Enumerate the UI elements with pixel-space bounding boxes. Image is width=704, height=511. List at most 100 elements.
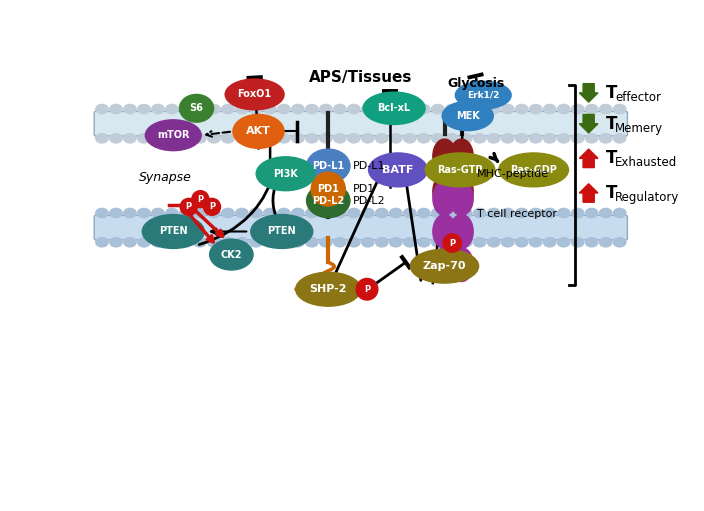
Text: PD-L1: PD-L1 (353, 161, 386, 171)
Ellipse shape (501, 134, 514, 143)
Text: Zap-70: Zap-70 (422, 261, 466, 271)
Text: P: P (449, 239, 455, 247)
Text: T: T (605, 149, 617, 167)
Text: S6: S6 (189, 103, 203, 113)
Ellipse shape (460, 134, 472, 143)
Ellipse shape (572, 134, 584, 143)
Ellipse shape (474, 104, 486, 113)
Ellipse shape (348, 134, 360, 143)
Ellipse shape (250, 238, 262, 247)
Ellipse shape (446, 134, 458, 143)
Ellipse shape (334, 104, 346, 113)
Ellipse shape (142, 215, 204, 248)
Ellipse shape (152, 238, 164, 247)
Polygon shape (579, 114, 598, 133)
Ellipse shape (488, 134, 500, 143)
Ellipse shape (124, 134, 136, 143)
Ellipse shape (543, 104, 556, 113)
Ellipse shape (225, 79, 284, 110)
Ellipse shape (572, 238, 584, 247)
Ellipse shape (432, 104, 444, 113)
Ellipse shape (529, 104, 542, 113)
Ellipse shape (450, 215, 473, 248)
Text: T: T (605, 84, 617, 102)
Text: T: T (605, 114, 617, 133)
Ellipse shape (586, 134, 598, 143)
Ellipse shape (110, 134, 122, 143)
Ellipse shape (192, 191, 209, 207)
Ellipse shape (291, 238, 304, 247)
Ellipse shape (291, 104, 304, 113)
Ellipse shape (203, 198, 220, 215)
Ellipse shape (291, 208, 304, 218)
Ellipse shape (250, 134, 262, 143)
Ellipse shape (450, 139, 473, 173)
Ellipse shape (208, 238, 220, 247)
Ellipse shape (432, 134, 444, 143)
Ellipse shape (529, 208, 542, 218)
Ellipse shape (96, 104, 108, 113)
Ellipse shape (515, 238, 528, 247)
Ellipse shape (403, 134, 416, 143)
Ellipse shape (165, 208, 178, 218)
Ellipse shape (443, 234, 462, 252)
Ellipse shape (450, 181, 473, 215)
Text: mTOR: mTOR (157, 130, 189, 140)
Ellipse shape (320, 104, 332, 113)
Ellipse shape (250, 208, 262, 218)
Ellipse shape (348, 208, 360, 218)
Ellipse shape (558, 104, 570, 113)
Ellipse shape (455, 81, 511, 109)
Ellipse shape (165, 104, 178, 113)
Ellipse shape (389, 104, 402, 113)
Ellipse shape (376, 134, 388, 143)
Polygon shape (579, 184, 598, 202)
Ellipse shape (222, 134, 234, 143)
Ellipse shape (334, 238, 346, 247)
Ellipse shape (600, 238, 612, 247)
Ellipse shape (600, 134, 612, 143)
Ellipse shape (376, 208, 388, 218)
Ellipse shape (152, 134, 164, 143)
Ellipse shape (236, 134, 248, 143)
Ellipse shape (180, 95, 213, 122)
Ellipse shape (306, 134, 318, 143)
Ellipse shape (515, 208, 528, 218)
Ellipse shape (208, 134, 220, 143)
Ellipse shape (389, 238, 402, 247)
Ellipse shape (362, 104, 374, 113)
Ellipse shape (363, 92, 425, 125)
Ellipse shape (389, 208, 402, 218)
Ellipse shape (501, 238, 514, 247)
Text: effector: effector (615, 91, 661, 104)
Text: SHP-2: SHP-2 (310, 284, 347, 294)
Text: PD1: PD1 (353, 184, 375, 194)
Ellipse shape (208, 208, 220, 218)
Ellipse shape (334, 134, 346, 143)
Polygon shape (579, 84, 598, 102)
Ellipse shape (356, 278, 378, 300)
Ellipse shape (311, 172, 345, 206)
Ellipse shape (498, 153, 569, 187)
Ellipse shape (433, 248, 456, 282)
Ellipse shape (348, 238, 360, 247)
Ellipse shape (210, 239, 253, 270)
Ellipse shape (403, 208, 416, 218)
Ellipse shape (96, 134, 108, 143)
Ellipse shape (403, 104, 416, 113)
Ellipse shape (488, 208, 500, 218)
Ellipse shape (306, 238, 318, 247)
Ellipse shape (586, 238, 598, 247)
Ellipse shape (474, 238, 486, 247)
Ellipse shape (376, 104, 388, 113)
Ellipse shape (110, 208, 122, 218)
Text: PD-L2: PD-L2 (353, 196, 386, 206)
Ellipse shape (446, 238, 458, 247)
Ellipse shape (306, 149, 350, 183)
Ellipse shape (208, 104, 220, 113)
Ellipse shape (586, 208, 598, 218)
Ellipse shape (600, 104, 612, 113)
Ellipse shape (558, 238, 570, 247)
Ellipse shape (558, 208, 570, 218)
FancyBboxPatch shape (94, 111, 627, 136)
